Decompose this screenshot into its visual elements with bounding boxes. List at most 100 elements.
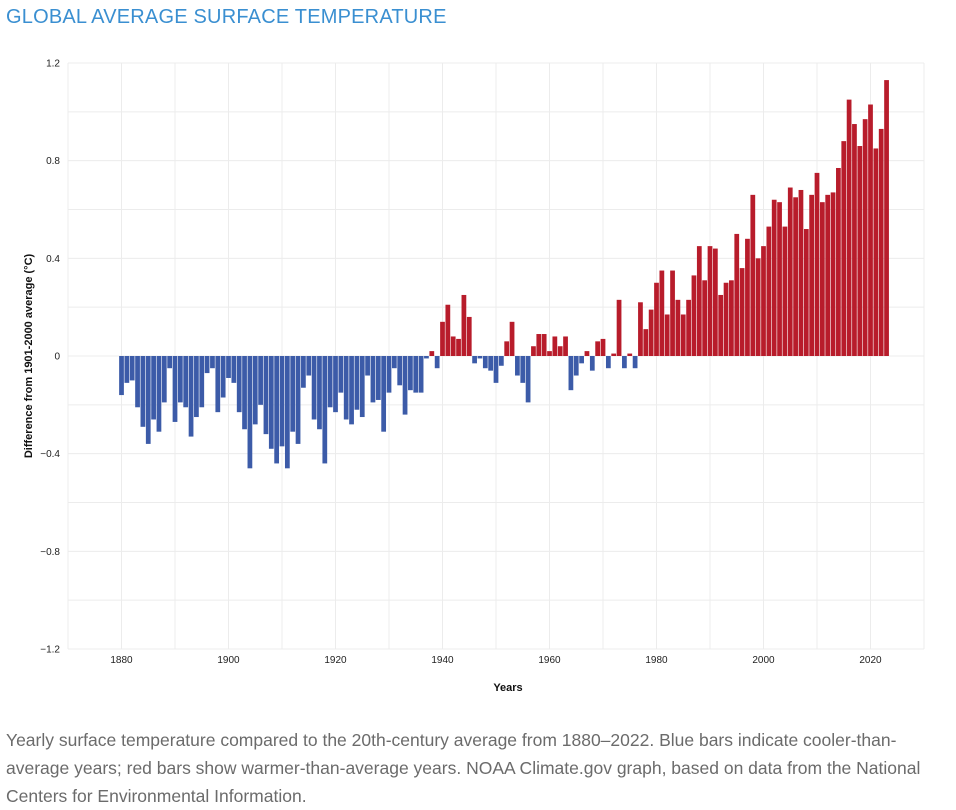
bar-1930 <box>386 356 392 393</box>
bar-1893 <box>188 356 194 437</box>
bar-1952 <box>504 341 510 356</box>
bar-2011 <box>819 202 825 356</box>
bar-1959 <box>541 334 547 356</box>
bar-1919 <box>327 356 333 408</box>
bar-1882 <box>129 356 135 381</box>
bar-1915 <box>306 356 312 376</box>
bar-2002 <box>771 199 777 356</box>
bar-1958 <box>536 334 542 356</box>
bar-1902 <box>236 356 242 413</box>
bar-1927 <box>370 356 376 403</box>
bar-1974 <box>622 356 627 369</box>
bar-2007 <box>798 189 804 356</box>
bar-1916 <box>311 356 317 420</box>
bar-1949 <box>488 356 494 371</box>
x-tick-label: 1980 <box>645 655 668 666</box>
y-tick-label: 1.2 <box>46 59 60 70</box>
bar-1969 <box>595 341 601 356</box>
bar-1953 <box>509 321 515 356</box>
bar-1900 <box>226 356 231 378</box>
bar-1935 <box>413 356 419 393</box>
gridlines <box>67 62 925 650</box>
x-tick-label: 1920 <box>324 655 347 666</box>
bar-1903 <box>242 356 247 430</box>
bar-1883 <box>135 356 140 408</box>
bar-1990 <box>707 246 713 357</box>
bar-1983 <box>670 270 675 356</box>
bar-2016 <box>846 99 852 357</box>
bar-1922 <box>343 356 349 420</box>
x-axis-ticks: 1880 1900 1920 1940 1960 1980 2000 2020 <box>110 655 882 666</box>
bar-1886 <box>151 356 156 420</box>
bar-1904 <box>247 356 253 469</box>
bar-1938 <box>429 351 435 356</box>
bar-2006 <box>793 197 798 356</box>
bar-1889 <box>167 356 173 369</box>
bar-1907 <box>263 356 269 435</box>
y-tick-label: −0.8 <box>40 547 60 558</box>
bar-1957 <box>531 346 536 356</box>
bar-1910 <box>279 356 285 447</box>
bar-1980 <box>654 282 659 356</box>
temperature-bar-chart: 1.20.80.40−0.4−0.8−1.2 1880 1900 1920 1940 1… <box>23 59 925 694</box>
bar-1942 <box>450 336 456 356</box>
x-tick-label: 1960 <box>538 655 561 666</box>
bar-2013 <box>830 192 836 356</box>
bar-1998 <box>750 194 756 356</box>
bar-1934 <box>408 356 413 391</box>
bar-2023 <box>884 80 889 356</box>
bar-1906 <box>258 356 263 405</box>
bar-2010 <box>814 172 820 357</box>
bar-1995 <box>734 233 740 356</box>
bar-1945 <box>466 316 472 356</box>
bar-2018 <box>857 146 863 356</box>
bar-1892 <box>183 356 189 408</box>
bar-1955 <box>520 356 526 383</box>
bar-1932 <box>397 356 403 386</box>
bar-1880 <box>119 356 124 396</box>
bar-1973 <box>616 299 622 356</box>
bar-1928 <box>375 356 381 400</box>
bar-1941 <box>445 304 451 356</box>
bar-1965 <box>573 356 579 376</box>
bar-1987 <box>691 275 697 356</box>
bar-1911 <box>284 356 290 469</box>
bar-1897 <box>210 356 215 369</box>
bar-1971 <box>605 356 611 369</box>
y-tick-label: −0.4 <box>40 449 60 460</box>
bar-1888 <box>161 356 167 403</box>
y-tick-label: 0.4 <box>46 254 60 265</box>
y-tick-label: 0 <box>54 352 60 363</box>
bar-2022 <box>878 128 884 356</box>
bar-1954 <box>515 356 520 376</box>
bar-1901 <box>231 356 237 383</box>
bar-1993 <box>723 282 729 356</box>
bar-1977 <box>638 302 643 356</box>
bar-1978 <box>643 329 649 356</box>
bar-1989 <box>702 280 708 356</box>
bar-2014 <box>836 167 841 356</box>
bar-1936 <box>418 356 424 393</box>
bar-1913 <box>295 356 301 444</box>
bar-1933 <box>402 356 408 415</box>
bar-2004 <box>782 226 788 356</box>
bar-1962 <box>557 346 563 356</box>
x-tick-label: 1940 <box>431 655 454 666</box>
x-tick-label: 2000 <box>752 655 775 666</box>
bar-1964 <box>568 356 574 391</box>
bar-2021 <box>873 148 879 356</box>
bar-1926 <box>365 356 370 376</box>
bar-1905 <box>252 356 258 425</box>
bar-1937 <box>424 356 429 359</box>
bar-1944 <box>461 294 467 356</box>
bar-2020 <box>868 104 873 356</box>
bar-1939 <box>434 356 440 369</box>
bar-1920 <box>333 356 338 413</box>
bar-1912 <box>290 356 296 432</box>
bar-1943 <box>456 338 461 356</box>
bar-1968 <box>589 356 595 371</box>
bar-1925 <box>359 356 365 418</box>
bar-2008 <box>803 229 809 356</box>
bar-2015 <box>841 141 847 356</box>
bar-1999 <box>755 258 761 356</box>
